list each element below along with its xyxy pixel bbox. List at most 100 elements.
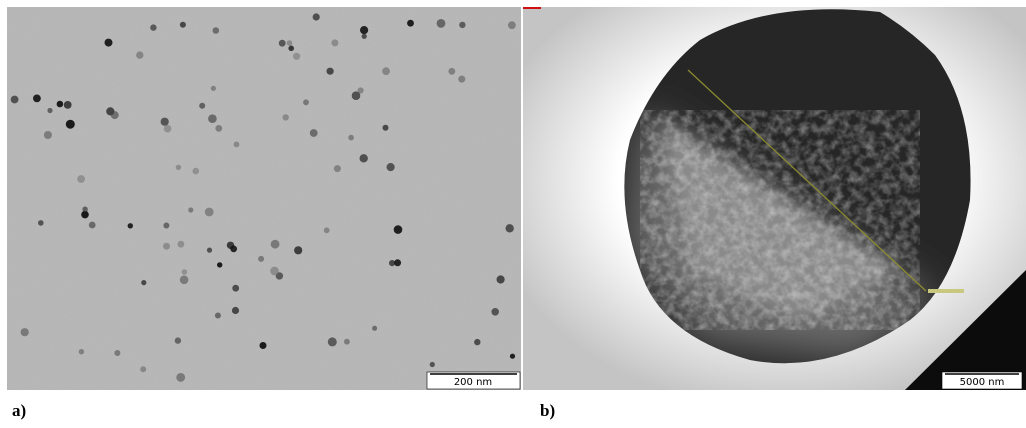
particle <box>182 269 188 275</box>
particle <box>217 262 222 267</box>
scale-text: 200 nm <box>454 377 492 388</box>
particle <box>199 103 205 109</box>
page: 200 nm a) 5000 nm b) (() => { const data… <box>0 0 1026 428</box>
particle <box>176 373 185 382</box>
particle <box>82 207 87 212</box>
figure: 200 nm a) 5000 nm b) <box>0 0 1026 428</box>
particle <box>348 135 354 141</box>
particle <box>360 26 368 34</box>
scale-bar-a: 200 nm <box>427 372 520 389</box>
particle <box>394 225 403 234</box>
particle <box>77 175 85 183</box>
particle <box>362 34 367 39</box>
particle <box>57 101 64 108</box>
particle <box>163 243 170 250</box>
particle <box>510 354 515 359</box>
particle <box>44 131 52 139</box>
particle <box>294 246 302 254</box>
particle <box>313 13 320 20</box>
particle <box>178 241 185 248</box>
particle <box>387 163 395 171</box>
particle <box>283 114 289 120</box>
particle <box>175 337 181 343</box>
particle <box>164 125 172 133</box>
particle <box>287 40 293 46</box>
particle <box>324 227 330 233</box>
scale-bar-b: 5000 nm <box>942 372 1022 389</box>
panel-label: b) <box>540 401 555 420</box>
particle <box>328 337 337 346</box>
particle <box>33 95 41 103</box>
particle <box>327 68 334 75</box>
particle <box>215 125 222 132</box>
particle <box>389 260 395 266</box>
particle <box>474 339 480 345</box>
particle <box>150 24 156 30</box>
particle <box>207 248 212 253</box>
particle <box>79 349 84 354</box>
particle <box>491 308 499 316</box>
particle <box>188 207 193 212</box>
particle <box>448 68 455 75</box>
particle <box>331 39 338 46</box>
panel-label: a) <box>12 401 26 420</box>
particle <box>176 165 181 170</box>
particle <box>407 20 414 27</box>
particle <box>383 125 389 131</box>
particle <box>271 240 280 249</box>
scale-text: 5000 nm <box>960 377 1005 388</box>
particle <box>180 22 186 28</box>
particle <box>258 256 264 262</box>
particle <box>227 242 234 249</box>
micrograph-b <box>523 7 1026 390</box>
particle <box>136 51 143 58</box>
measure-tag <box>928 289 964 293</box>
particle <box>437 19 446 28</box>
particle <box>508 21 516 29</box>
particle <box>352 91 361 100</box>
particle <box>382 67 390 75</box>
texture <box>7 7 521 390</box>
particle <box>128 223 133 228</box>
particle <box>270 267 279 276</box>
particle <box>260 342 267 349</box>
particle <box>234 142 240 148</box>
particle <box>288 46 294 52</box>
particle <box>89 222 96 229</box>
particle <box>64 101 72 109</box>
particle <box>81 211 89 219</box>
particle <box>360 154 368 162</box>
particle <box>141 280 146 285</box>
particle <box>506 224 514 232</box>
particle <box>140 366 146 372</box>
particle <box>161 118 169 126</box>
particle <box>111 111 119 119</box>
particle <box>180 276 189 285</box>
particle <box>215 313 221 319</box>
particle <box>372 326 377 331</box>
particle <box>232 307 239 314</box>
texture <box>640 110 920 330</box>
particle <box>310 129 318 137</box>
micrograph-a <box>7 7 521 390</box>
particle <box>430 362 435 367</box>
marker <box>523 7 541 9</box>
particle <box>344 339 350 345</box>
particle <box>205 208 214 217</box>
particle <box>497 275 505 283</box>
particle <box>279 40 286 47</box>
particle <box>232 285 239 292</box>
particle <box>105 39 113 47</box>
particle <box>193 168 200 175</box>
particle <box>66 120 75 129</box>
particle <box>21 328 29 336</box>
particle <box>211 86 216 91</box>
particle <box>458 76 465 83</box>
particle <box>11 96 19 104</box>
particle <box>38 220 44 226</box>
particle <box>208 114 217 123</box>
particle <box>47 108 52 113</box>
particle <box>163 223 169 229</box>
particle <box>303 99 309 105</box>
particle <box>293 53 300 60</box>
